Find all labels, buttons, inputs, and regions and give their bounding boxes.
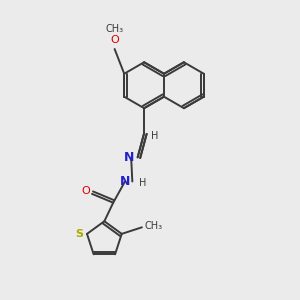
Text: O: O (110, 35, 119, 45)
Text: CH₃: CH₃ (106, 24, 124, 34)
Text: H: H (139, 178, 146, 188)
Text: H: H (151, 130, 158, 141)
Text: N: N (124, 151, 135, 164)
Text: CH₃: CH₃ (144, 221, 162, 231)
Text: N: N (120, 175, 130, 188)
Text: S: S (75, 229, 83, 239)
Text: O: O (82, 186, 91, 196)
